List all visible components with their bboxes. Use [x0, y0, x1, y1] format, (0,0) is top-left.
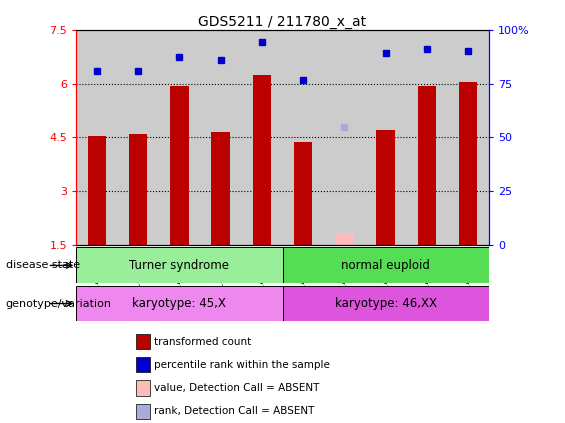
Bar	[76, 30, 118, 245]
Text: transformed count: transformed count	[154, 337, 251, 346]
Bar	[406, 30, 447, 245]
Bar	[118, 30, 159, 245]
Bar	[459, 82, 477, 245]
Text: Turner syndrome: Turner syndrome	[129, 259, 229, 272]
Text: value, Detection Call = ABSENT: value, Detection Call = ABSENT	[154, 383, 320, 393]
Bar	[282, 247, 489, 283]
Bar	[324, 30, 365, 245]
Text: genotype/variation: genotype/variation	[6, 299, 112, 308]
Bar	[76, 286, 282, 321]
Text: rank, Detection Call = ABSENT: rank, Detection Call = ABSENT	[154, 407, 315, 416]
Bar	[170, 86, 189, 245]
Text: percentile rank within the sample: percentile rank within the sample	[154, 360, 330, 370]
Bar	[365, 30, 406, 245]
Text: karyotype: 46,XX: karyotype: 46,XX	[334, 297, 437, 310]
Bar	[335, 233, 354, 245]
Bar	[200, 30, 241, 245]
Bar	[294, 142, 312, 245]
Bar	[253, 74, 271, 245]
Bar	[376, 129, 395, 245]
Bar	[129, 134, 147, 245]
Bar	[159, 30, 200, 245]
Text: disease state: disease state	[6, 261, 80, 270]
Bar	[282, 286, 489, 321]
Bar	[76, 247, 282, 283]
Bar	[88, 136, 106, 245]
Bar	[418, 86, 436, 245]
Bar	[211, 132, 230, 245]
Text: karyotype: 45,X: karyotype: 45,X	[132, 297, 227, 310]
Title: GDS5211 / 211780_x_at: GDS5211 / 211780_x_at	[198, 14, 367, 29]
Bar	[282, 30, 324, 245]
Bar	[447, 30, 489, 245]
Bar	[241, 30, 282, 245]
Text: normal euploid: normal euploid	[341, 259, 430, 272]
